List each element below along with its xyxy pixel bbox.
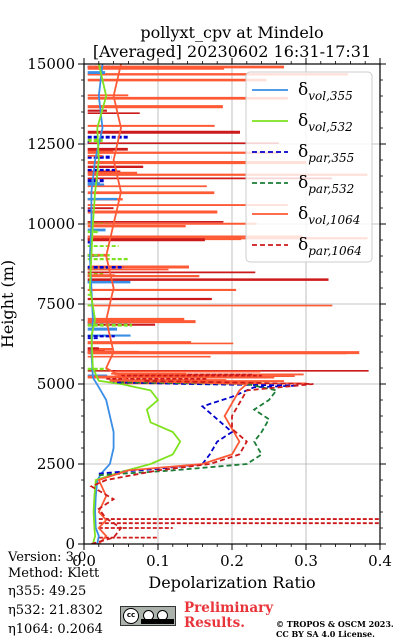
eta355-text: η355: 49.25 [8, 584, 87, 599]
results-label: Results. [184, 615, 245, 631]
preliminary-label: Preliminary [184, 600, 274, 616]
y-tick-label: 10000 [27, 215, 75, 233]
cc-license-badge-icon: cc [120, 606, 176, 626]
legend-label: δvol,532 [298, 111, 353, 134]
series-line-0 [88, 64, 115, 544]
copyright-line2: CC BY SA 4.0 License. [276, 629, 375, 639]
y-tick-label: 0 [65, 535, 75, 553]
legend-label: δpar,532 [298, 173, 354, 196]
x-tick-label: 0.2 [220, 552, 244, 570]
eta532-text: η532: 21.8302 [8, 603, 103, 618]
axis-ticks: 0.0 0.1 0.2 0.3 0.4 0 2500 5000 7500 10000 12500 15… [27, 55, 392, 570]
y-tick-label: 5000 [37, 375, 75, 393]
version-text: Version: 3.0 [8, 550, 87, 565]
y-tick-label: 2500 [37, 455, 75, 473]
legend-label: δvol,355 [298, 80, 353, 103]
legend: δvol,355 δvol,532 δpar,355 δpar,532 δvol,106… [245, 71, 373, 263]
cc-logo-icon: cc [123, 608, 139, 624]
x-axis-label: Depolarization Ratio [148, 573, 315, 592]
cc-badge-strip [141, 619, 174, 624]
series-line-3 [98, 381, 278, 477]
x-tick-label: 0.1 [146, 552, 170, 570]
y-tick-label: 12500 [27, 135, 75, 153]
legend-label: δpar,1064 [298, 235, 362, 258]
series-line-5 [89, 379, 314, 544]
series-line-2 [98, 381, 299, 475]
x-tick-label: 0.3 [294, 552, 318, 570]
copyright-note: © TROPOS & OSCM 2023. CC BY SA 4.0 Licen… [276, 619, 394, 639]
chart-title-line2: [Averaged] 20230602 16:31-17:31 [93, 42, 371, 61]
legend-label: δvol,1064 [298, 204, 360, 227]
x-tick-label: 0.0 [72, 552, 96, 570]
x-tick-label: 0.4 [368, 552, 392, 570]
y-tick-label: 7500 [37, 295, 75, 313]
preliminary-results-note: Preliminary Results. [184, 601, 273, 631]
series-lines [88, 64, 314, 544]
legend-label: δpar,355 [298, 142, 354, 165]
y-tick-label: 15000 [27, 55, 75, 73]
method-text: Method: Klett [8, 566, 100, 581]
eta1064-text: η1064: 0.2064 [8, 622, 103, 637]
series-line-4 [97, 64, 250, 544]
copyright-line1: © TROPOS & OSCM 2023. [276, 619, 394, 629]
y-axis-label: Height (m) [0, 260, 17, 348]
chart-title-line1: pollyxt_cpv at Mindelo [140, 23, 323, 42]
